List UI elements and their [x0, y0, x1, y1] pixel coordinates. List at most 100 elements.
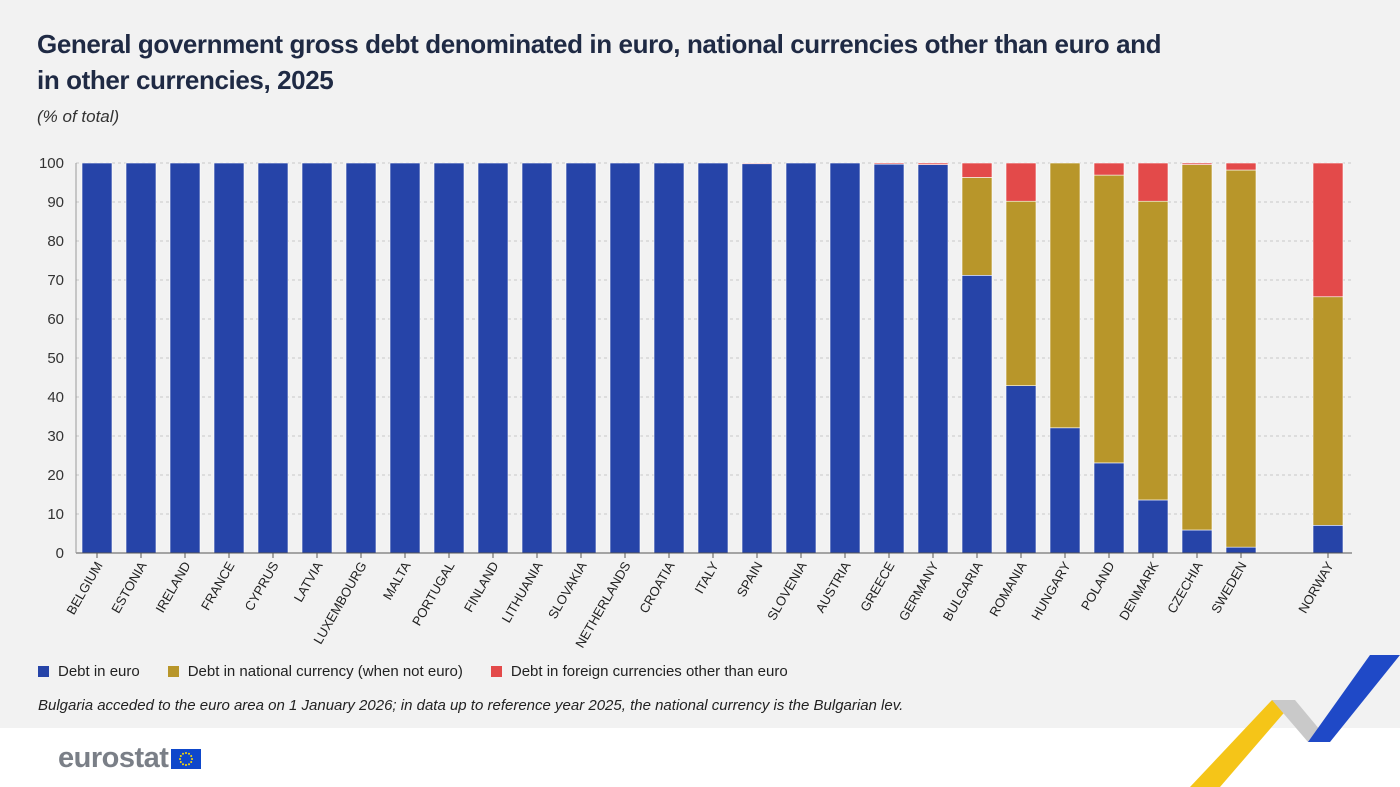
legend-swatch-national [167, 666, 179, 677]
bar-segment [1093, 174, 1125, 464]
y-tick-label: 80 [47, 233, 64, 250]
bar-segment [741, 162, 773, 165]
bar-segment [345, 162, 377, 554]
y-tick-label: 20 [47, 467, 64, 484]
bar-segment [1005, 200, 1037, 386]
bar-segment [609, 162, 641, 554]
bar-segment [917, 162, 949, 165]
x-tick-label: ESTONIA [108, 559, 150, 616]
bar-segment [961, 162, 993, 178]
x-tick-label: CYPRUS [242, 559, 282, 614]
bar-segment [257, 162, 289, 554]
bar-segment [477, 162, 509, 554]
bar-segment [741, 163, 773, 554]
bar-segment [829, 162, 861, 554]
x-tick-label: ROMANIA [986, 559, 1029, 619]
legend-swatch-euro [38, 666, 49, 677]
y-tick-label: 90 [47, 194, 64, 211]
bar-segment [1312, 296, 1344, 526]
chart-legend: Debt in euro Debt in national currency (… [38, 663, 788, 680]
x-tick-label: GREECE [857, 559, 898, 614]
x-tick-label: FRANCE [198, 559, 238, 613]
bar-segment [1049, 427, 1081, 554]
x-tick-label: SLOVENIA [764, 559, 810, 623]
bar-segment [1137, 200, 1169, 501]
y-tick-label: 70 [47, 272, 64, 289]
bar-segment [1225, 546, 1257, 554]
legend-item-euro: Debt in euro [38, 663, 140, 680]
y-tick-label: 60 [47, 311, 64, 328]
bar-segment [81, 162, 113, 554]
bar-segment [1093, 462, 1125, 554]
bar-segment [1312, 525, 1344, 554]
bar-segment [873, 162, 905, 165]
legend-label-euro: Debt in euro [58, 663, 140, 680]
x-tick-label: GERMANY [896, 559, 942, 624]
x-tick-label: CZECHIA [1164, 559, 1206, 616]
y-tick-label: 0 [56, 545, 64, 562]
bar-segment [873, 163, 905, 554]
x-tick-label: SPAIN [734, 559, 766, 599]
bar-segment [1225, 162, 1257, 171]
legend-item-foreign: Debt in foreign currencies other than eu… [490, 663, 788, 680]
bar-segment [1137, 499, 1169, 554]
bar-segment [961, 177, 993, 276]
y-tick-label: 10 [47, 506, 64, 523]
bar-segment [169, 162, 201, 554]
bar-segment [653, 162, 685, 554]
eurostat-logo: eurostat [58, 742, 202, 775]
bar-segment [1312, 162, 1344, 298]
footnote: Bulgaria acceded to the euro area on 1 J… [38, 697, 904, 714]
x-tick-label: HUNGARY [1028, 559, 1074, 623]
bar-segment [433, 162, 465, 554]
bar-segment [301, 162, 333, 554]
bar-segment [961, 275, 993, 554]
legend-label-national: Debt in national currency (when not euro… [187, 663, 463, 680]
x-tick-label: BELGIUM [63, 559, 105, 617]
x-tick-label: IRELAND [152, 559, 193, 615]
bar-segment [697, 162, 729, 554]
bar-segment [1181, 529, 1213, 554]
bar-segment [1005, 385, 1037, 554]
y-tick-label: 100 [39, 155, 64, 172]
x-tick-label: DENMARK [1116, 559, 1162, 623]
logo-text: eurostat [58, 742, 169, 774]
x-tick-label: SWEDEN [1208, 559, 1250, 616]
chart-subtitle: (% of total) [37, 107, 120, 126]
chart-title: General government gross debt denominate… [37, 29, 1162, 95]
x-tick-label: CROATIA [636, 559, 678, 616]
stacked-bar-chart: 0 10 20 30 40 50 60 70 80 90 100 BELGIUM ESTONIA IREL… [39, 155, 1352, 650]
bar-segment [1049, 162, 1081, 429]
y-tick-label: 50 [47, 350, 64, 367]
bar-segment [1137, 162, 1169, 202]
bar-segment [1005, 162, 1037, 202]
eu-flag-icon [171, 748, 202, 769]
x-tick-label: AUSTRIA [812, 559, 853, 616]
legend-swatch-foreign [490, 666, 502, 677]
bar-segment [125, 162, 157, 554]
decorative-swoosh-graphic [1190, 655, 1400, 787]
x-tick-label: POLAND [1078, 559, 1118, 613]
y-tick-label: 30 [47, 428, 64, 445]
x-tick-label: PORTUGAL [409, 559, 458, 628]
bar-segment [1181, 164, 1213, 531]
bar-segment [389, 162, 421, 554]
x-tick-label: MALTA [380, 559, 414, 603]
legend-item-national: Debt in national currency (when not euro… [167, 663, 463, 680]
x-tick-label: SLOVAKIA [545, 559, 590, 622]
bar-segment [1181, 162, 1213, 165]
bar-segment [565, 162, 597, 554]
bar-segment [213, 162, 245, 554]
x-tick-label: NORWAY [1295, 559, 1337, 616]
bar-segment [1225, 169, 1257, 548]
bar-segment [1093, 162, 1125, 176]
x-tick-label: FINLAND [461, 559, 502, 615]
bar-segment [785, 162, 817, 554]
x-tick-label: ITALY [692, 559, 722, 596]
legend-label-foreign: Debt in foreign currencies other than eu… [510, 663, 788, 680]
bar-segment [917, 164, 949, 554]
x-tick-label: BULGARIA [940, 559, 986, 624]
y-tick-label: 40 [47, 389, 64, 406]
bar-segment [521, 162, 553, 554]
x-tick-label: LATVIA [291, 559, 326, 605]
